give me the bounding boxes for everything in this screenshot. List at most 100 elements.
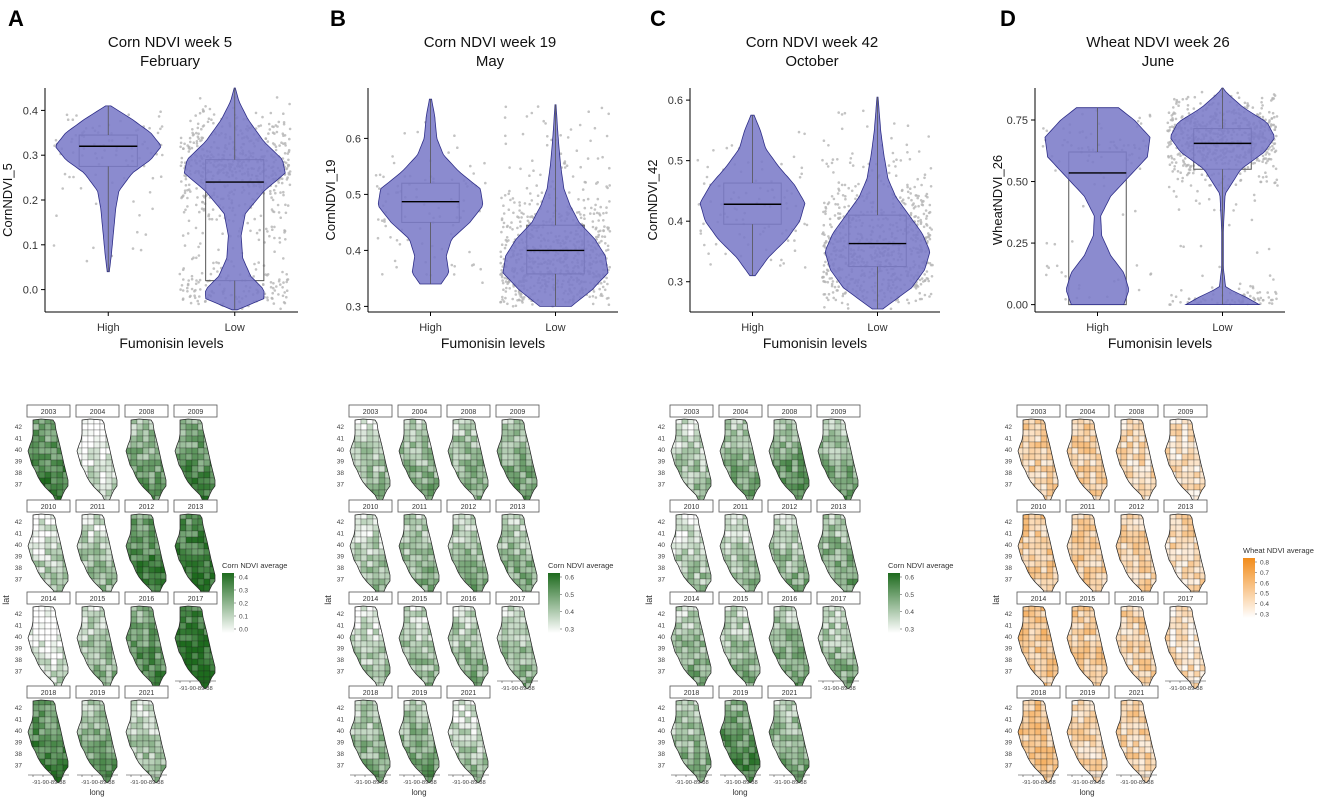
county-cell [93,758,101,766]
jitter-point [604,242,607,245]
jitter-point [382,175,385,179]
jitter-point [769,258,773,262]
county-cell [62,524,68,532]
county-cell [50,746,58,754]
jitter-point [913,285,916,288]
jitter-point [207,214,210,218]
facet-strip [75,404,120,418]
county-cell [179,610,187,618]
jitter-point [542,119,545,123]
county-cell [99,646,107,654]
jitter-point [1251,106,1255,109]
county-cell [56,670,64,678]
county-cell [197,664,205,672]
jitter-point [1179,244,1182,248]
county-cell [105,419,113,425]
legend-tick-label: 0.2 [239,601,248,608]
county-cell [126,704,132,712]
county-cell [105,578,113,586]
county-cell [197,489,205,497]
jitter-point [194,114,197,117]
county-cell [28,710,34,718]
county-cell [62,542,68,550]
jitter-point [559,134,562,137]
jitter-point [1183,157,1187,160]
jitter-point [197,137,200,140]
lat-tick-label: 37 [15,482,23,489]
jitter-point [516,226,519,230]
jitter-point [1186,104,1190,107]
county-cell [81,652,89,660]
jitter-point [780,258,783,262]
county-cell [175,429,181,437]
county-cell [142,700,150,706]
jitter-point [563,166,567,169]
jitter-point [914,205,917,208]
jitter-point [844,291,847,294]
county-cell [148,536,156,544]
y-tick-label: 0.2 [23,195,38,207]
jitter-point [1270,302,1274,305]
jitter-point [198,295,201,298]
county-cell [203,423,211,431]
jitter-point [68,175,71,179]
jitter-point [272,286,275,290]
county-cell [350,419,356,425]
jitter-point [504,238,508,242]
county-cell [136,441,144,449]
jitter-point [1170,125,1174,128]
county-cell [32,700,40,706]
county-cell [105,664,113,672]
jitter-point [855,194,859,197]
county-cell [148,728,156,736]
county-cell [38,716,46,724]
jitter-point [198,97,202,100]
county-cell [56,770,64,778]
county-cell [142,471,150,479]
county-cell [142,676,150,684]
county-cell [203,514,211,520]
jitter-point [1168,126,1172,129]
county-cell [38,548,46,556]
jitter-point [917,150,921,153]
jitter-point [829,223,832,226]
jitter-point [712,149,715,152]
jitter-point [194,288,197,292]
jitter-point [916,177,919,181]
county-cell [130,465,138,473]
county-cell [44,646,52,654]
county-cell [38,752,46,760]
y-tick-label: 0.75 [1007,115,1028,127]
jitter-point [1261,154,1265,158]
county-cell [142,704,150,712]
jitter-point [508,189,511,193]
jitter-point [197,245,200,249]
lat-tick-label: 38 [15,657,23,664]
county-cell [130,746,138,754]
jitter-point [545,143,549,147]
county-cell [81,518,89,526]
county-cell [56,740,64,748]
county-cell [93,622,101,630]
county-cell [185,658,193,666]
jitter-point [1187,112,1191,115]
county-cell [105,459,113,467]
jitter-point [184,208,187,212]
jitter-point [194,226,198,230]
county-cell [185,489,193,497]
jitter-point [823,243,826,247]
county-cell [142,728,150,736]
jitter-point [502,212,506,215]
county-cell [105,518,113,526]
county-cell [87,746,95,754]
county-cell [154,471,162,479]
jitter-point [197,281,200,284]
county-cell [99,652,107,660]
county-cell [81,536,89,544]
county-cell [56,560,64,568]
county-cell [136,652,144,660]
county-cell [185,518,193,526]
county-cell [197,447,205,455]
jitter-point [827,235,830,238]
